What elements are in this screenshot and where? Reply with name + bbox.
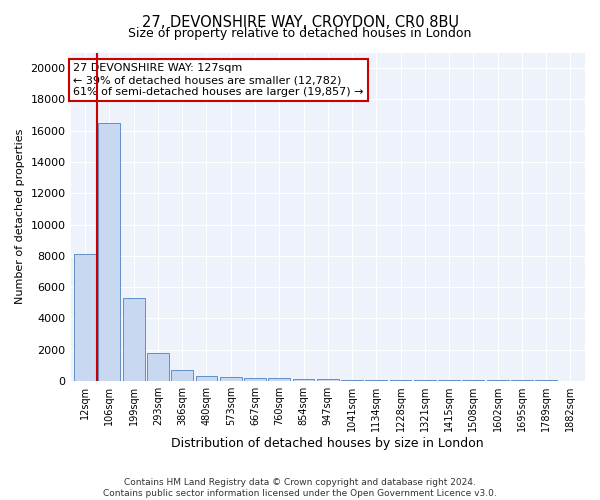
Bar xyxy=(123,298,145,381)
Bar xyxy=(438,380,460,381)
X-axis label: Distribution of detached houses by size in London: Distribution of detached houses by size … xyxy=(172,437,484,450)
Bar xyxy=(389,380,412,381)
Bar xyxy=(147,353,169,381)
Bar xyxy=(98,123,120,381)
Bar xyxy=(244,378,266,381)
Text: 27, DEVONSHIRE WAY, CROYDON, CR0 8BU: 27, DEVONSHIRE WAY, CROYDON, CR0 8BU xyxy=(142,15,458,30)
Bar xyxy=(196,376,217,381)
Bar xyxy=(535,380,557,381)
Bar xyxy=(365,380,387,381)
Y-axis label: Number of detached properties: Number of detached properties xyxy=(15,129,25,304)
Bar xyxy=(220,377,242,381)
Bar xyxy=(293,378,314,381)
Bar xyxy=(463,380,484,381)
Bar xyxy=(317,379,338,381)
Bar xyxy=(511,380,533,381)
Text: 27 DEVONSHIRE WAY: 127sqm
← 39% of detached houses are smaller (12,782)
61% of s: 27 DEVONSHIRE WAY: 127sqm ← 39% of detac… xyxy=(73,64,364,96)
Bar xyxy=(414,380,436,381)
Bar xyxy=(560,380,581,381)
Bar xyxy=(487,380,509,381)
Bar xyxy=(341,380,363,381)
Bar xyxy=(171,370,193,381)
Bar xyxy=(74,254,96,381)
Text: Size of property relative to detached houses in London: Size of property relative to detached ho… xyxy=(128,28,472,40)
Text: Contains HM Land Registry data © Crown copyright and database right 2024.
Contai: Contains HM Land Registry data © Crown c… xyxy=(103,478,497,498)
Bar xyxy=(268,378,290,381)
